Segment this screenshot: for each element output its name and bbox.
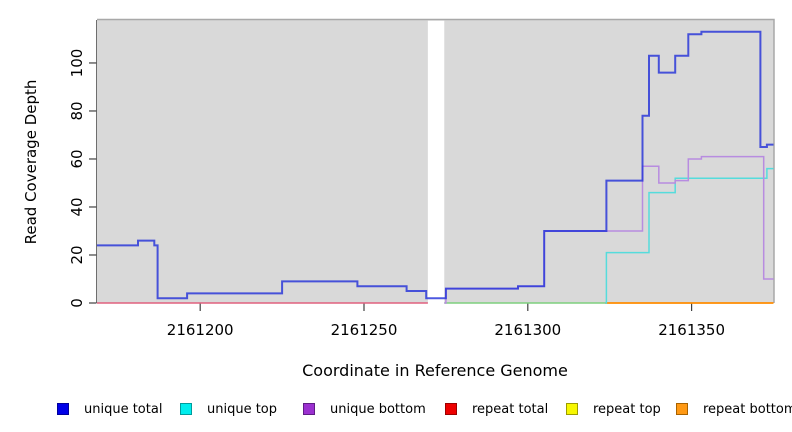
- y-tick-label-40: 40: [68, 197, 86, 217]
- repeat-total-swatch-icon: [445, 403, 457, 415]
- x-tick-label-2161200: 2161200: [166, 321, 234, 339]
- unique-total-line: [97, 30, 774, 300]
- x-axis-title: Coordinate in Reference Genome: [302, 361, 568, 380]
- x-tick-label-2161250: 2161250: [330, 321, 398, 339]
- unique-top-line: [604, 167, 774, 304]
- unique-total-swatch-icon: [57, 403, 69, 415]
- y-tick-label-0: 0: [68, 298, 86, 308]
- y-axis-title: Read Coverage Depth: [22, 79, 40, 245]
- plot-border: [97, 18, 775, 303]
- legend-item-unique-bottom: unique bottom: [303, 401, 426, 417]
- legend-label: unique total: [84, 401, 163, 417]
- repeat-bottom-swatch-icon: [676, 403, 688, 415]
- legend-label: repeat total: [472, 401, 549, 417]
- y-tick-label-100: 100: [68, 48, 86, 78]
- coverage-gap-band: [427, 20, 445, 303]
- legend-label: repeat bottom: [703, 401, 792, 417]
- legend: unique total unique top unique bottom re…: [0, 401, 792, 419]
- repeat-top-swatch-icon: [566, 403, 578, 415]
- y-tick-label-20: 20: [68, 245, 86, 265]
- legend-item-unique-total: unique total: [57, 401, 162, 417]
- y-tick-label-60: 60: [68, 149, 86, 169]
- legend-item-repeat-top: repeat top: [566, 401, 661, 417]
- y-tick-label-80: 80: [68, 101, 86, 121]
- legend-label: unique top: [207, 401, 278, 417]
- legend-item-repeat-total: repeat total: [445, 401, 548, 417]
- unique-bottom-swatch-icon: [303, 403, 315, 415]
- x-tick-label-2161350: 2161350: [658, 321, 725, 339]
- legend-item-unique-top: unique top: [180, 401, 277, 417]
- legend-label: repeat top: [593, 401, 661, 417]
- unique-top-swatch-icon: [180, 403, 192, 415]
- legend-item-repeat-bottom: repeat bottom: [676, 401, 792, 417]
- legend-label: unique bottom: [330, 401, 426, 417]
- x-tick-label-2161300: 2161300: [494, 321, 562, 339]
